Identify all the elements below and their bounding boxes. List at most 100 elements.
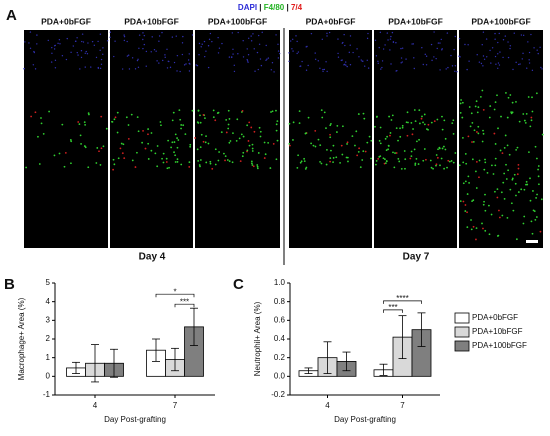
signal <box>458 164 461 167</box>
y-tick-label: 0.0 <box>274 371 286 380</box>
signal <box>377 62 379 65</box>
signal <box>326 32 328 35</box>
signal <box>173 61 176 64</box>
signal <box>413 67 416 70</box>
signal <box>424 53 426 56</box>
signal <box>304 132 307 135</box>
signal <box>80 50 83 52</box>
y-tick-label: 1.0 <box>274 278 286 287</box>
signal <box>494 164 497 167</box>
signal <box>319 160 321 163</box>
day-label: Day 4 <box>139 252 166 263</box>
signal <box>248 144 251 147</box>
signal <box>292 38 294 41</box>
signal <box>24 41 26 43</box>
signal <box>114 116 117 119</box>
signal <box>440 38 442 41</box>
signal <box>317 60 319 62</box>
signal <box>511 101 514 104</box>
signal <box>36 34 38 36</box>
signal <box>413 148 416 151</box>
signal <box>145 65 147 67</box>
y-tick-label: 0.4 <box>274 334 286 343</box>
micrograph-signal <box>288 31 373 170</box>
signal <box>158 35 161 37</box>
signal <box>325 163 328 166</box>
signal <box>259 130 262 133</box>
signal <box>495 63 497 65</box>
signal <box>143 43 146 46</box>
signal <box>72 45 74 47</box>
signal <box>251 143 254 146</box>
signal <box>381 66 383 69</box>
signal <box>378 139 381 142</box>
signal <box>479 95 482 98</box>
signal <box>34 111 37 114</box>
signal <box>167 139 170 142</box>
signal <box>423 123 426 126</box>
signal <box>382 48 385 50</box>
signal <box>173 141 176 143</box>
signal <box>509 188 512 191</box>
signal <box>165 161 168 163</box>
signal <box>323 111 326 114</box>
signal <box>198 54 200 56</box>
micrograph-signal <box>109 31 194 171</box>
signal <box>395 152 398 154</box>
signal <box>522 222 525 225</box>
signal <box>466 68 468 71</box>
signal <box>467 175 470 178</box>
signal <box>405 58 407 60</box>
signal <box>256 164 259 166</box>
signal <box>191 34 194 36</box>
micrograph-signal <box>458 31 544 241</box>
signal <box>537 175 540 178</box>
signal <box>507 56 510 59</box>
signal <box>422 63 424 66</box>
signal <box>126 40 128 43</box>
signal <box>480 62 483 65</box>
signal <box>505 92 507 94</box>
signal <box>123 157 126 160</box>
signal <box>472 225 475 228</box>
signal <box>83 145 86 147</box>
signal <box>237 31 239 34</box>
signal <box>70 140 73 143</box>
day-label: Day 7 <box>403 252 430 263</box>
signal <box>346 143 348 145</box>
signal <box>116 111 119 114</box>
signal <box>451 65 454 67</box>
signal <box>444 148 447 151</box>
signal <box>179 118 182 121</box>
signal <box>478 176 480 179</box>
signal <box>179 70 181 73</box>
signal <box>425 64 428 66</box>
signal <box>470 228 473 231</box>
signal <box>328 31 331 34</box>
stain: DAPI <box>238 3 257 12</box>
significance-label: *** <box>388 303 397 312</box>
error-bar <box>110 348 118 378</box>
signal <box>470 112 473 115</box>
signal <box>305 69 308 71</box>
error-bar <box>152 338 160 362</box>
signal <box>337 38 339 40</box>
signal <box>119 147 122 150</box>
signal <box>475 161 478 163</box>
signal <box>242 40 244 42</box>
signal <box>466 193 469 195</box>
signal <box>111 120 113 123</box>
signal <box>401 124 404 127</box>
signal <box>314 130 317 132</box>
signal <box>470 219 472 221</box>
signal <box>529 177 531 180</box>
signal <box>466 211 468 214</box>
signal <box>176 70 178 72</box>
signal <box>82 41 85 43</box>
signal <box>344 44 346 47</box>
signal <box>464 43 466 46</box>
panel-letter: C <box>233 276 244 293</box>
signal <box>209 162 212 165</box>
signal <box>188 166 191 168</box>
signal <box>433 120 436 123</box>
